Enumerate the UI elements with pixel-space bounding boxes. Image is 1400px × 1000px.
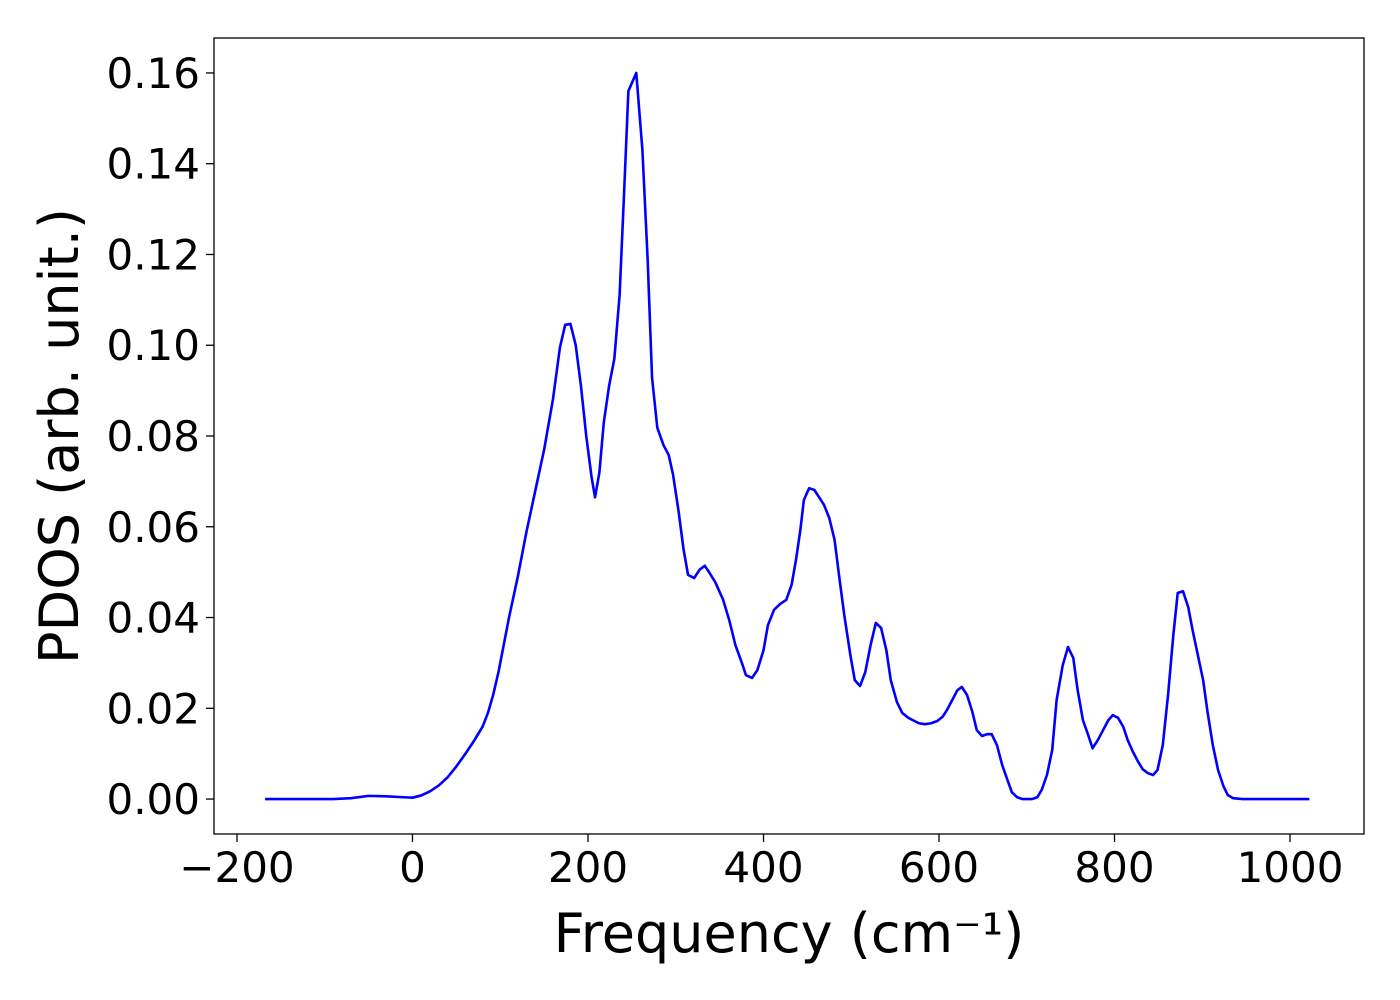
y-tick-label: 0.08 xyxy=(106,412,200,461)
y-tick-label: 0.12 xyxy=(106,230,200,279)
y-tick-label: 0.10 xyxy=(106,321,200,370)
data-line xyxy=(265,71,1310,801)
x-axis-label: Frequency (cm⁻¹) xyxy=(554,902,1025,965)
y-tick-label: 0.04 xyxy=(106,594,200,643)
y-tick-label: 0.00 xyxy=(106,775,200,824)
y-axis-label: PDOS (arb. unit.) xyxy=(28,208,91,664)
x-tick-label: 400 xyxy=(723,843,803,892)
x-tick-label: 200 xyxy=(548,843,628,892)
y-tick-label: 0.06 xyxy=(106,503,200,552)
x-tick-label: 600 xyxy=(899,843,979,892)
x-tick-label: 0 xyxy=(399,843,426,892)
y-tick-label: 0.02 xyxy=(106,684,200,733)
y-tick-label: 0.14 xyxy=(106,140,200,189)
x-tick-label: −200 xyxy=(179,843,294,892)
plot-frame xyxy=(213,37,1365,835)
x-tick-label: 1000 xyxy=(1237,843,1344,892)
y-tick-label: 0.16 xyxy=(106,49,200,98)
x-tick-label: 800 xyxy=(1074,843,1154,892)
